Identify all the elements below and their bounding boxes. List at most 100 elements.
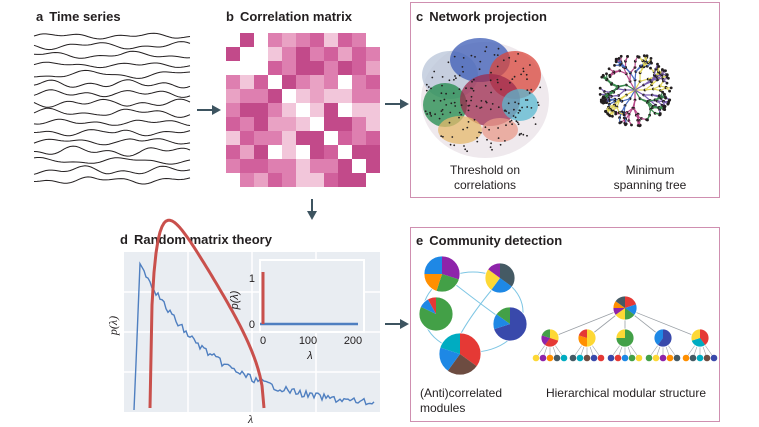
pie-slice xyxy=(439,347,460,371)
matrix-cell xyxy=(254,159,268,173)
matrix-cell xyxy=(366,103,380,117)
tree-node xyxy=(669,86,673,90)
matrix-cell xyxy=(282,33,296,47)
matrix-cell xyxy=(324,75,338,89)
leaf-node xyxy=(532,354,540,362)
pie-slice xyxy=(500,263,516,287)
matrix-cell xyxy=(366,61,380,75)
matrix-cell xyxy=(240,75,254,89)
panel-letter: a xyxy=(36,9,44,24)
pie-outline xyxy=(612,295,638,321)
pie-slice xyxy=(419,297,454,331)
network-node xyxy=(518,109,521,112)
matrix-cell xyxy=(296,61,310,75)
network-node xyxy=(426,113,428,115)
network-node xyxy=(514,101,516,104)
matrix-cell xyxy=(268,173,282,187)
inset-y-tick: 1 xyxy=(249,273,255,285)
inset-x-tick: 100 xyxy=(299,335,317,347)
network-node xyxy=(449,111,452,114)
network-node xyxy=(441,84,443,87)
network-node xyxy=(479,107,481,109)
matrix-cell xyxy=(324,145,338,159)
pie-slice xyxy=(484,269,500,291)
tree-node xyxy=(662,92,666,96)
network-node xyxy=(526,99,529,101)
matrix-cell xyxy=(352,173,366,187)
matrix-cell xyxy=(282,47,296,61)
leaf-node xyxy=(553,354,561,362)
network-node xyxy=(496,78,499,81)
network-node xyxy=(478,68,481,71)
matrix-cell xyxy=(324,89,338,103)
pie-slice xyxy=(541,329,550,338)
time-series-line xyxy=(33,61,191,69)
matrix-cell xyxy=(240,103,254,117)
tree-node xyxy=(600,100,604,104)
matrix-cell xyxy=(254,103,268,117)
leaf-node xyxy=(583,354,591,362)
leaf-node xyxy=(539,354,547,362)
pie-slice xyxy=(440,333,460,354)
pie-slice xyxy=(587,329,596,347)
pie-slice xyxy=(700,329,709,346)
matrix-cell xyxy=(338,47,352,61)
matrix-cell xyxy=(338,75,352,89)
matrix-cell xyxy=(352,61,366,75)
time-series-line xyxy=(33,41,191,51)
matrix-cell xyxy=(254,61,268,75)
matrix-cell xyxy=(268,117,282,131)
matrix-cell xyxy=(254,75,268,89)
tree-edge xyxy=(618,94,627,100)
matrix-cell xyxy=(282,75,296,89)
matrix-cell xyxy=(254,173,268,187)
tree-edge xyxy=(639,78,649,82)
caption-line: Threshold on xyxy=(449,163,521,177)
network-node xyxy=(465,87,467,90)
network-node xyxy=(429,113,432,115)
matrix-cell xyxy=(226,173,240,187)
network-node xyxy=(508,56,511,59)
matrix-cell xyxy=(226,145,240,159)
tree-edge xyxy=(625,73,631,82)
empirical-density-line xyxy=(133,261,375,411)
pie-chart xyxy=(418,296,454,332)
caption-line: modules xyxy=(420,401,466,415)
network-node xyxy=(539,86,542,89)
tree-edge xyxy=(639,98,648,104)
inset-x-tick: 0 xyxy=(260,335,266,347)
matrix-cell xyxy=(226,75,240,89)
pie-slice xyxy=(616,329,625,338)
tree-node xyxy=(642,54,646,58)
tree-edge xyxy=(549,307,626,339)
matrix-cell xyxy=(282,173,296,187)
anti-caption: (Anti)correlated modules xyxy=(420,386,516,416)
tree-node xyxy=(645,118,648,121)
pie-chart xyxy=(577,328,597,348)
tree-node xyxy=(630,123,633,127)
pie-chart xyxy=(423,255,461,293)
tree-node xyxy=(668,89,671,93)
tree-node xyxy=(617,57,621,60)
matrix-cell xyxy=(366,159,380,173)
panel-c-title: c Network projection xyxy=(416,9,547,24)
network-node xyxy=(434,113,436,116)
tree-node xyxy=(614,60,618,64)
leaf-node xyxy=(614,354,622,362)
leaf-node xyxy=(607,354,615,362)
network-node xyxy=(526,106,529,108)
network-node xyxy=(514,116,517,119)
pie-slice xyxy=(657,329,673,347)
matrix-cell xyxy=(282,145,296,159)
network-node xyxy=(465,100,468,102)
network-node xyxy=(514,60,517,62)
tree-edge xyxy=(633,99,636,109)
network-node xyxy=(525,99,527,101)
matrix-cell xyxy=(268,145,282,159)
network-node xyxy=(500,88,502,91)
leaf-node xyxy=(560,354,568,362)
tree-node xyxy=(661,90,664,94)
network-node xyxy=(532,116,535,119)
network-node xyxy=(508,112,510,114)
tree-node xyxy=(626,55,629,58)
